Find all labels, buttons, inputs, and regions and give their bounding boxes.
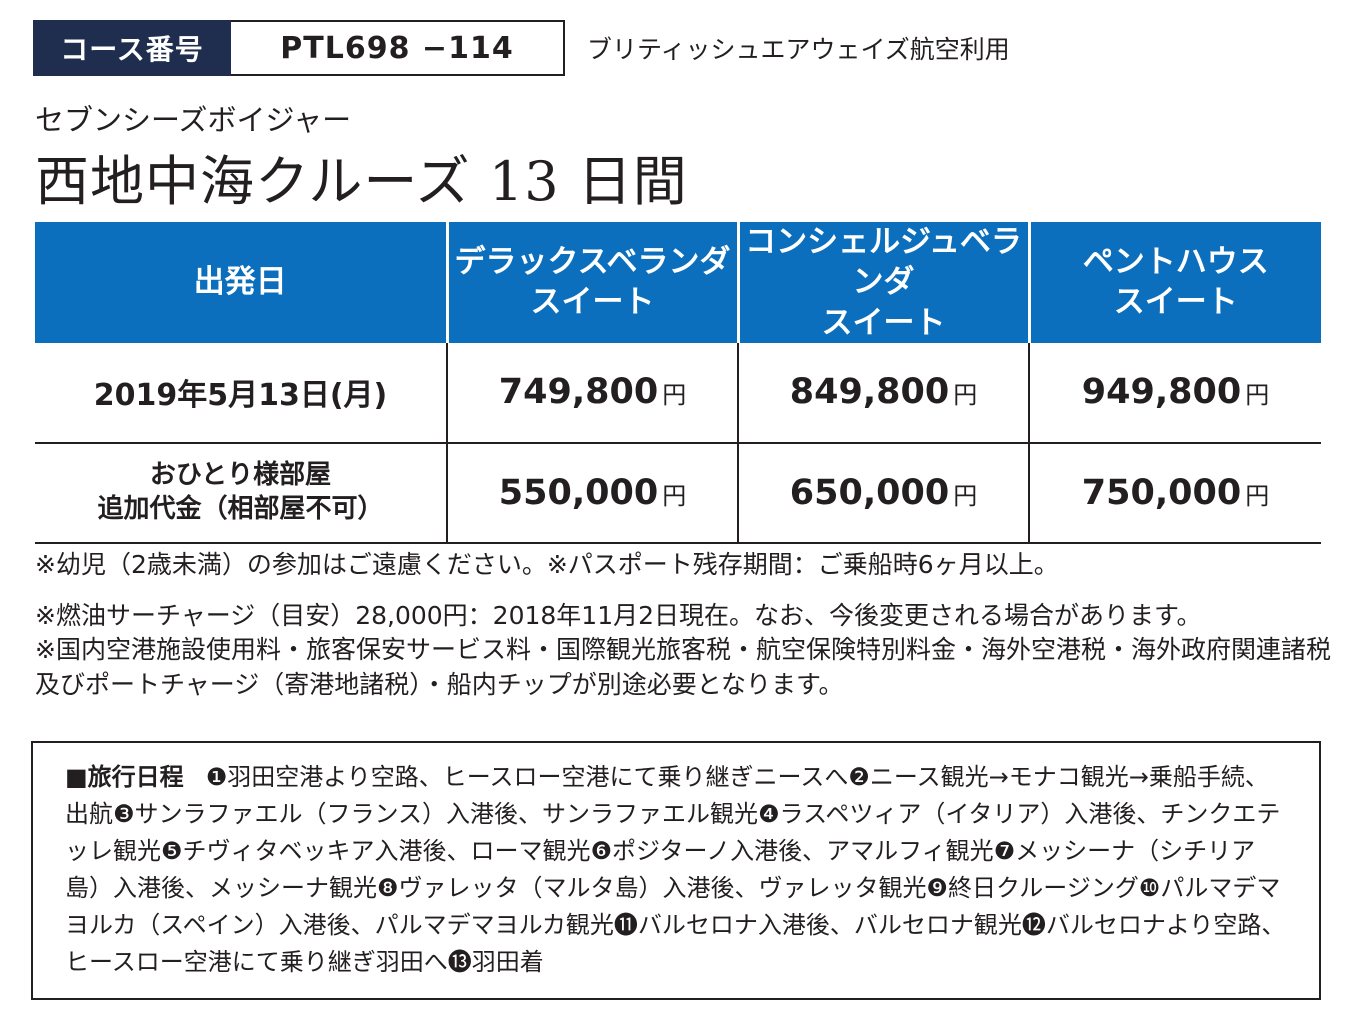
table-row: おひとり様部屋 追加代金（相部屋不可） 550,000 円 650,000 円 750… [35,442,1321,544]
course-number-label: コース番号 [33,20,231,76]
header-deluxe-veranda: デラックスベランダ スイート [445,222,738,343]
price-cell: 949,800 円 [1028,342,1321,444]
single-supplement-label: おひとり様部屋 追加代金（相部屋不可） [35,442,447,544]
price-cell: 550,000 円 [446,442,738,544]
page-title: 西地中海クルーズ 13 日間 [35,150,688,213]
notes: ※幼児（2歳未満）の参加はご遠慮ください。※パスポート残存期間：ご乗船時6ヶ月以… [35,548,1335,702]
header-penthouse: ペントハウス スイート [1027,222,1321,343]
price-cell: 849,800 円 [737,342,1029,444]
course-number-value: PTL698 −114 [231,20,565,76]
airline-note: ブリティッシュエアウェイズ航空利用 [587,35,1010,64]
price-cell: 750,000 円 [1028,442,1321,544]
ship-name: セブンシーズボイジャー [35,103,352,137]
note-infant-passport: ※幼児（2歳未満）の参加はご遠慮ください。※パスポート残存期間：ご乗船時6ヶ月以… [35,550,1059,579]
course-header: コース番号 PTL698 −114 ブリティッシュエアウェイズ航空利用 [33,20,1010,76]
itinerary-box: ■旅行日程 ❶羽田空港より空路、ヒースロー空港にて乗り継ぎニースへ❷ニース観光→モ… [31,741,1321,1000]
note-taxes-fees: ※国内空港施設使用料・旅客保安サービス料・国際観光旅客税・航空保険特別料金・海外… [35,635,1331,699]
itinerary-text: ❶羽田空港より空路、ヒースロー空港にて乗り継ぎニースへ❷ニース観光→モナコ観光→… [65,763,1286,976]
price-table: 出発日 デラックスベランダ スイート コンシェルジュベランダ スイート ペントハウス… [35,222,1321,544]
itinerary-label: ■旅行日程 [65,763,184,791]
table-row: 2019年5月13日(月) 749,800 円 849,800 円 949,800 円 [35,342,1321,444]
price-cell: 749,800 円 [446,342,738,444]
departure-date: 2019年5月13日(月) [35,342,447,444]
note-fuel-surcharge: ※燃油サーチャージ（目安）28,000円：2018年11月2日現在。なお、今後変… [35,600,1202,630]
header-concierge-veranda: コンシェルジュベランダ スイート [736,222,1029,343]
table-header-row: 出発日 デラックスベランダ スイート コンシェルジュベランダ スイート ペントハウス… [35,222,1321,343]
header-departure: 出発日 [35,222,447,343]
price-cell: 650,000 円 [737,442,1029,544]
